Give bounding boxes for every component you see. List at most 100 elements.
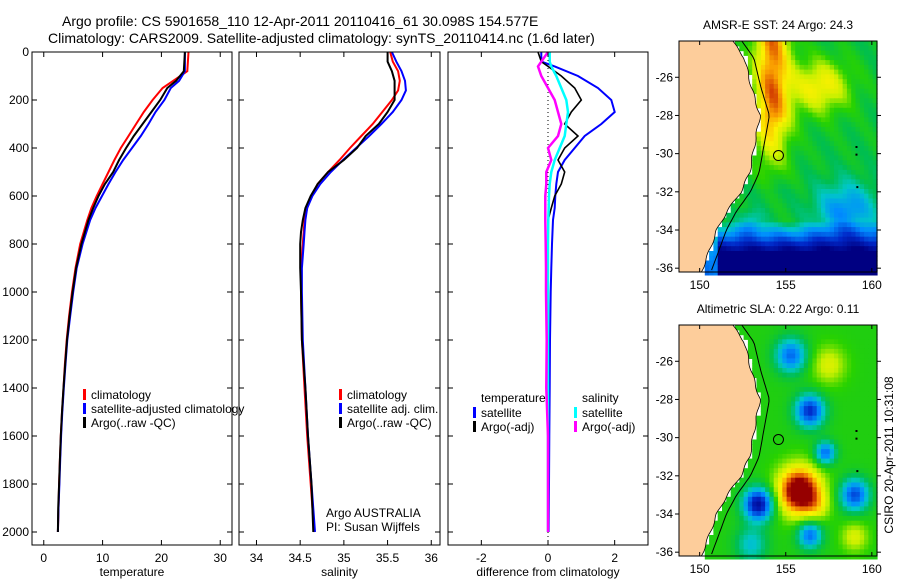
map-cell: [846, 425, 852, 431]
map-cell: [722, 227, 727, 233]
map-cell: [868, 136, 874, 142]
map-cell: [782, 358, 788, 364]
map-cell: [864, 146, 869, 152]
map-cell: [778, 60, 783, 66]
map-cell: [846, 463, 852, 469]
map-cell: [816, 112, 822, 118]
map-cell: [769, 45, 775, 52]
map-cell: [868, 430, 874, 436]
map-cell: [799, 74, 805, 80]
map-cell: [859, 184, 865, 190]
map-cell: [859, 368, 865, 374]
map-cell: [743, 501, 749, 507]
map-cell: [778, 387, 783, 393]
map-cell: [808, 189, 813, 195]
map-cell: [808, 126, 813, 133]
map-cell: [730, 520, 736, 527]
map-cell: [782, 482, 788, 488]
map-cell: [760, 231, 766, 238]
map-cell: [778, 401, 783, 407]
map-cell: [838, 420, 844, 426]
map-cell: [735, 535, 740, 541]
map-cell: [782, 103, 788, 109]
map-cell: [786, 198, 792, 204]
map-cell: [790, 549, 796, 555]
map-cell: [808, 255, 813, 262]
map-cell: [838, 169, 844, 176]
map-cell: [713, 554, 719, 560]
map-cell: [773, 179, 779, 185]
map-cell: [851, 255, 857, 262]
map-cell: [825, 241, 831, 247]
map-cell: [773, 368, 779, 374]
map-cell: [808, 382, 813, 388]
map-cell: [808, 549, 813, 555]
map-cell: [829, 420, 835, 426]
map-cell: [756, 255, 762, 262]
map-cell: [756, 415, 762, 422]
map-cell: [812, 212, 818, 219]
map-cell: [816, 64, 822, 71]
map-cell: [859, 544, 865, 550]
legend-heading: salinity: [582, 391, 619, 405]
map-cell: [821, 141, 826, 147]
map-cell: [872, 377, 878, 383]
map-cell: [765, 401, 770, 407]
map-cell: [812, 535, 818, 541]
map-cell: [872, 217, 878, 223]
map-cell: [713, 525, 719, 531]
map-cell: [816, 391, 822, 398]
map-cell: [842, 487, 848, 493]
map-cell: [760, 348, 766, 355]
map-cell: [717, 265, 723, 271]
map-cell: [743, 189, 749, 195]
map-cell: [769, 255, 775, 262]
map-cell: [872, 420, 878, 426]
map-cell: [769, 217, 775, 223]
map-cell: [773, 372, 779, 379]
map-cell: [838, 325, 844, 331]
map-cell: [795, 60, 801, 66]
map-cell: [816, 468, 822, 474]
map-cell: [846, 174, 852, 180]
map-cell: [838, 50, 844, 56]
map-cell: [735, 255, 740, 262]
map-cell: [722, 270, 727, 276]
map-cell: [838, 179, 844, 185]
map-cell: [808, 439, 813, 445]
map-cell: [769, 60, 775, 66]
map-cell: [803, 179, 809, 185]
map-cell: [799, 482, 805, 488]
map-cell: [868, 525, 874, 531]
map-cell: [816, 217, 822, 223]
map-cell: [868, 387, 874, 393]
map-cell: [808, 150, 813, 157]
map-cell: [726, 265, 732, 271]
map-cell: [868, 117, 874, 123]
map-cell: [859, 477, 865, 484]
map-cell: [773, 511, 779, 517]
map-cell: [812, 353, 818, 359]
map-cell: [859, 401, 865, 407]
map-cell: [803, 444, 809, 450]
map-cell: [825, 112, 831, 118]
map-cell: [821, 439, 826, 445]
map-cell: [799, 231, 805, 238]
legend-label: climatology: [347, 388, 407, 402]
map-cell: [769, 55, 775, 61]
map-cell: [765, 236, 770, 243]
map-cell: [795, 368, 801, 374]
map-cell: [864, 544, 869, 550]
map-cell: [803, 150, 809, 157]
map-cell: [846, 492, 852, 498]
map-cell: [795, 179, 801, 185]
map-cell: [859, 227, 865, 233]
map-cell: [825, 79, 831, 85]
map-cell: [868, 155, 874, 161]
map-cell: [790, 368, 796, 374]
map-cell: [808, 368, 813, 374]
map-cell: [769, 98, 775, 104]
map-cell: [735, 270, 740, 276]
map-cell: [765, 141, 770, 147]
map-cell: [760, 217, 766, 223]
